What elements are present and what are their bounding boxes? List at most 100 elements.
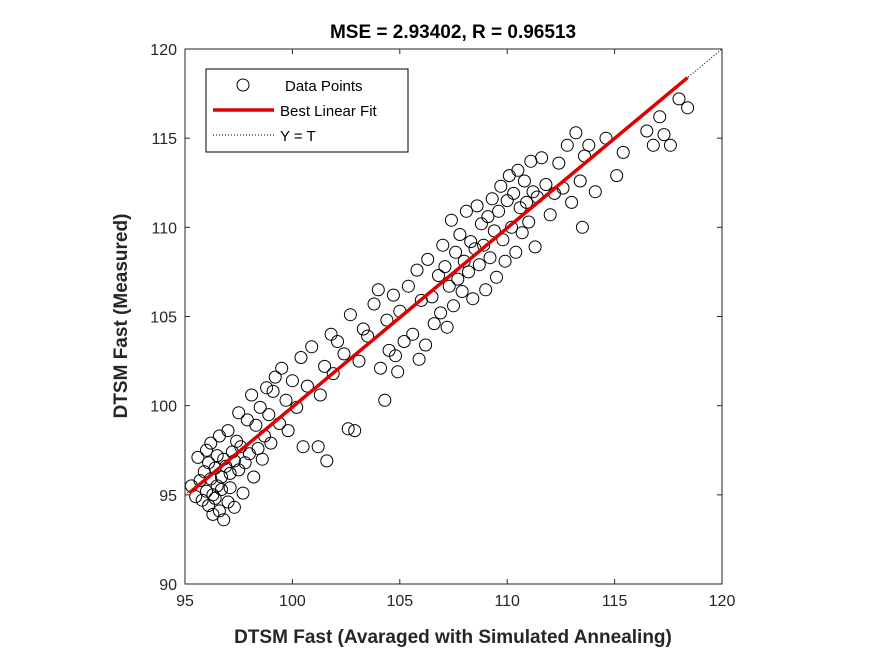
data-point — [573, 174, 587, 188]
data-point — [352, 354, 366, 368]
lines-layer — [184, 48, 723, 496]
data-point — [588, 185, 602, 199]
data-point — [565, 195, 579, 209]
legend-marker-data-points — [236, 78, 250, 92]
data-point — [275, 361, 289, 375]
data-point — [434, 306, 448, 320]
data-point — [236, 486, 250, 500]
data-point — [401, 279, 415, 293]
y-tick-label: 95 — [159, 488, 177, 505]
data-point — [318, 359, 332, 373]
data-point — [311, 440, 325, 454]
chart-title: MSE = 2.93402, R = 0.96513 — [330, 22, 576, 43]
data-point — [300, 379, 314, 393]
data-point — [444, 213, 458, 227]
data-point — [509, 245, 523, 259]
data-points-layer — [184, 92, 695, 527]
data-point — [657, 128, 671, 142]
data-point — [474, 217, 488, 231]
data-point — [223, 481, 237, 495]
data-point — [249, 418, 263, 432]
data-point — [492, 204, 506, 218]
data-point — [255, 452, 269, 466]
data-point — [610, 169, 624, 183]
data-point — [210, 479, 224, 493]
data-point — [575, 220, 589, 234]
data-point — [200, 484, 213, 498]
data-point — [447, 299, 460, 313]
x-tick-label: 95 — [176, 593, 194, 610]
data-point — [543, 208, 557, 222]
data-point — [374, 361, 387, 375]
data-point — [427, 317, 441, 331]
data-point — [490, 270, 503, 284]
data-point — [331, 335, 344, 348]
data-point — [440, 320, 454, 334]
y-tick-label: 105 — [150, 310, 177, 327]
data-point — [663, 138, 677, 152]
data-point — [208, 491, 222, 505]
data-point — [326, 367, 340, 381]
data-point — [436, 238, 450, 252]
data-point — [470, 199, 484, 213]
data-point — [449, 245, 463, 259]
data-point — [483, 251, 497, 265]
data-point — [378, 393, 392, 407]
data-point — [616, 145, 630, 159]
data-point — [472, 258, 486, 272]
data-point — [410, 263, 424, 277]
data-point — [206, 507, 220, 521]
data-point — [313, 388, 327, 402]
data-point — [281, 424, 295, 438]
data-point — [212, 504, 226, 518]
data-point — [419, 338, 433, 352]
data-point — [459, 204, 473, 218]
data-point — [389, 349, 402, 363]
data-point — [640, 124, 654, 138]
y-tick-label: 110 — [151, 220, 177, 237]
data-point — [494, 179, 508, 193]
y-tick-label: 100 — [150, 399, 177, 416]
data-point — [337, 347, 351, 361]
data-point — [582, 138, 596, 152]
data-point — [464, 235, 478, 249]
data-point — [535, 151, 549, 165]
data-point — [511, 163, 525, 177]
data-point — [191, 450, 205, 464]
data-point — [552, 156, 566, 170]
data-point — [200, 443, 213, 457]
data-point — [356, 322, 370, 336]
data-point — [341, 422, 355, 436]
data-point — [268, 370, 282, 384]
data-point — [227, 500, 241, 514]
x-tick-label: 120 — [709, 593, 736, 610]
data-point — [560, 138, 574, 152]
data-point — [232, 406, 246, 420]
y-tick-label: 115 — [151, 131, 177, 148]
data-point — [245, 388, 259, 402]
data-point — [653, 110, 667, 124]
x-tick-label: 105 — [386, 593, 413, 610]
data-point — [397, 335, 411, 348]
data-point — [451, 272, 465, 286]
data-point — [217, 513, 231, 527]
data-point — [479, 283, 493, 297]
data-point — [485, 192, 499, 206]
data-point — [477, 238, 491, 252]
data-point — [528, 240, 542, 254]
data-point — [285, 374, 299, 388]
data-point — [343, 308, 357, 322]
data-point — [672, 92, 686, 106]
data-point — [522, 215, 536, 229]
data-point — [500, 194, 514, 208]
legend-label-y-equals-t: Y = T — [280, 128, 316, 145]
data-point — [391, 365, 405, 379]
data-point — [320, 454, 334, 468]
data-point — [296, 440, 310, 454]
data-point — [367, 297, 381, 311]
data-point — [681, 101, 695, 115]
data-point — [253, 400, 267, 414]
data-point — [421, 252, 435, 266]
legend-label-data-points: Data Points — [285, 78, 363, 95]
y-axis-title: DTSM Fast (Measured) — [111, 214, 132, 419]
